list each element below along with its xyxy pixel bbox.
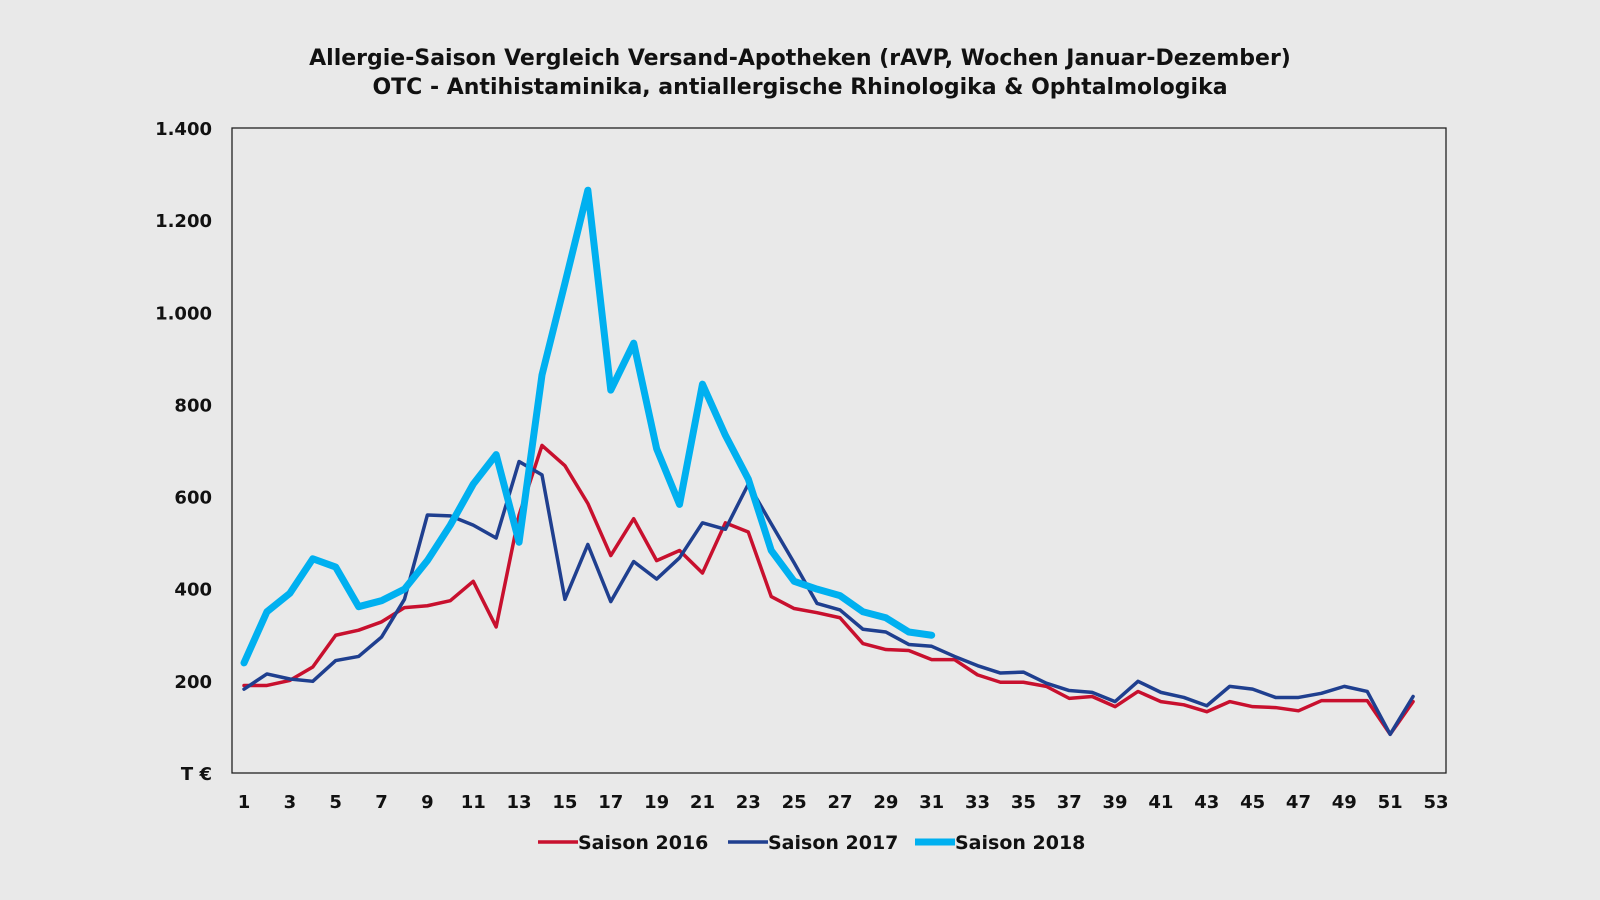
legend-label: Saison 2017 — [768, 832, 898, 854]
x-tick-label: 43 — [1194, 792, 1219, 813]
y-unit-label: T € — [181, 764, 212, 785]
x-tick-label: 23 — [736, 792, 761, 813]
x-tick-label: 39 — [1103, 792, 1128, 813]
y-tick-label: 600 — [174, 488, 212, 509]
x-tick-label: 47 — [1286, 792, 1311, 813]
series-line-saison-2018 — [240, 186, 936, 667]
x-tick-label: 19 — [644, 792, 669, 813]
chart-title: Allergie-Saison Vergleich Versand-Apothe… — [309, 46, 1291, 71]
x-tick-label: 33 — [965, 792, 990, 813]
x-tick-label: 25 — [782, 792, 807, 813]
y-tick-label: 400 — [174, 580, 212, 601]
legend-label: Saison 2018 — [955, 832, 1085, 854]
y-tick-label: 1.200 — [155, 211, 212, 232]
x-tick-label: 31 — [919, 792, 944, 813]
x-tick-label: 7 — [375, 792, 388, 813]
x-tick-label: 41 — [1148, 792, 1173, 813]
series-line-saison-2016 — [242, 443, 1415, 737]
x-tick-label: 3 — [284, 792, 297, 813]
series-line-saison-2017 — [242, 459, 1415, 737]
x-tick-label: 29 — [873, 792, 898, 813]
x-tick-label: 45 — [1240, 792, 1265, 813]
x-tick-label: 49 — [1332, 792, 1357, 813]
x-tick-label: 37 — [1057, 792, 1082, 813]
chart-subtitle: OTC - Antihistaminika, antiallergische R… — [372, 75, 1228, 100]
x-tick-label: 15 — [552, 792, 577, 813]
x-tick-label: 5 — [329, 792, 342, 813]
x-tick-label: 17 — [598, 792, 623, 813]
x-tick-label: 9 — [421, 792, 434, 813]
plot-frame — [231, 127, 1447, 774]
x-tick-label: 51 — [1378, 792, 1403, 813]
x-tick-label: 27 — [827, 792, 852, 813]
y-tick-label: 800 — [174, 395, 212, 416]
y-tick-label: 1.000 — [155, 303, 212, 324]
x-tick-label: 13 — [507, 792, 532, 813]
x-tick-label: 53 — [1423, 792, 1448, 813]
y-tick-label: 200 — [174, 672, 212, 693]
x-tick-label: 1 — [238, 792, 251, 813]
x-tick-label: 11 — [461, 792, 486, 813]
x-tick-label: 35 — [1011, 792, 1036, 813]
legend-label: Saison 2016 — [578, 832, 708, 854]
x-tick-label: 21 — [690, 792, 715, 813]
y-tick-label: 1.400 — [155, 119, 212, 140]
